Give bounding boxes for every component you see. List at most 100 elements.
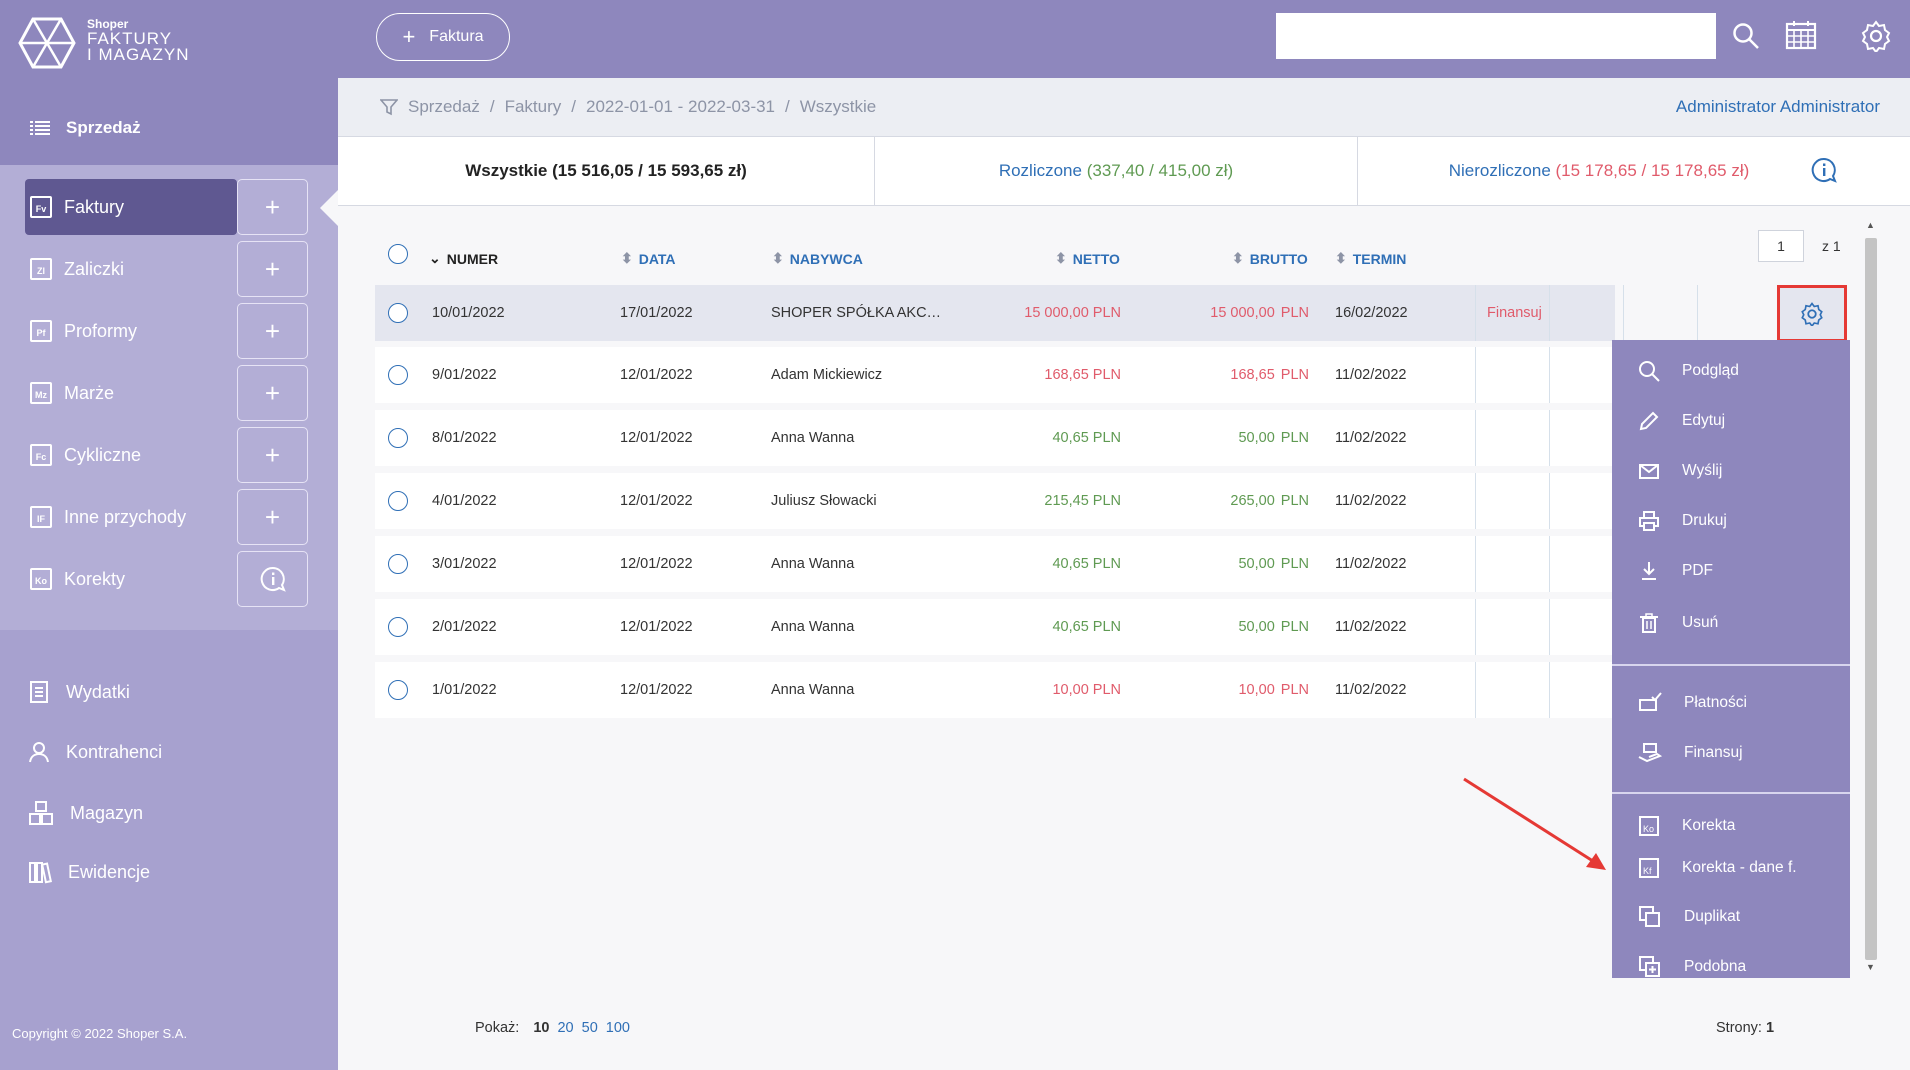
sidebar-item-cykliczne[interactable]: Fc Cykliczne [25,427,237,483]
menu-item-duplikat[interactable]: Duplikat [1638,905,1740,929]
header-brutto[interactable]: ⬍ BRUTTO [1232,250,1308,267]
sidebar-item-faktury[interactable]: Fv Faktury [25,179,237,235]
cell-nabywca: Adam Mickiewicz [771,367,883,383]
trash-icon [1640,613,1658,633]
sidebar-item-inne-przychody[interactable]: IF Inne przychody [25,489,237,545]
row-radio[interactable] [388,599,408,655]
menu-item-wyslij[interactable]: Wyślij [1638,460,1722,482]
header-label: BRUTTO [1249,250,1308,267]
menu-item-korekta-dane[interactable]: Kf Korekta - dane f. [1638,857,1797,879]
header-netto[interactable]: ⬍ NETTO [1055,250,1120,267]
settings-gear-icon[interactable] [1860,20,1892,52]
table-row[interactable]: 1/01/2022 12/01/2022 Anna Wanna 10,00 PLN 10… [375,662,1615,718]
new-invoice-button[interactable]: + Faktura [376,13,510,61]
add-faktura-button[interactable]: + [237,179,308,235]
vertical-scrollbar[interactable]: ▲ ▼ [1862,220,1880,980]
add-inny-przychod-button[interactable]: + [237,489,308,545]
menu-item-platnosci[interactable]: Płatności [1638,692,1747,714]
brutto-amount: 265,00 [1230,493,1275,509]
header-label: NABYWCA [789,250,863,267]
cell-numer[interactable]: 3/01/2022 [432,556,497,572]
margin-icon: Mz [30,382,52,404]
scroll-thumb[interactable] [1865,238,1877,960]
sidebar-item-zaliczki[interactable]: Zl Zaliczki [25,241,237,297]
menu-item-korekta[interactable]: Ko Korekta [1638,815,1735,837]
header-nabywca[interactable]: ⬍ NABYWCA [772,250,863,267]
table-row[interactable]: 4/01/2022 12/01/2022 Juliusz Słowacki 215,4… [375,473,1615,529]
menu-item-usun[interactable]: Usuń [1638,612,1718,634]
cell-action-link[interactable]: Finansuj [1487,305,1542,321]
logo-icon[interactable] [18,14,76,72]
nav-ewidencje[interactable]: Ewidencje [28,860,150,884]
menu-item-pdf[interactable]: PDF [1638,560,1713,582]
page-size-option[interactable]: 10 [533,1020,550,1036]
tab-settled[interactable]: Rozliczone (337,40 / 415,00 zł) [875,137,1357,205]
row-radio[interactable] [388,347,408,403]
cell-numer[interactable]: 2/01/2022 [432,619,497,635]
search-input[interactable] [1276,13,1716,59]
table-row[interactable]: 8/01/2022 12/01/2022 Anna Wanna 40,65 PLN 50… [375,410,1615,466]
filter-icon[interactable] [380,98,398,116]
sidebar-section-sales[interactable]: Sprzedaż [0,90,338,165]
page-size-option[interactable]: 20 [557,1020,574,1036]
cell-nabywca: SHOPER SPÓŁKA AKC… [771,305,942,321]
menu-item-drukuj[interactable]: Drukuj [1638,510,1727,532]
header-data[interactable]: ⬍ DATA [621,250,676,267]
user-name-link[interactable]: Administrator Administrator [1675,97,1880,116]
row-radio[interactable] [388,536,408,592]
money-hand-icon [1638,743,1662,763]
scroll-down-arrow[interactable]: ▼ [1866,962,1875,972]
menu-item-podobna[interactable]: Podobna [1638,955,1746,979]
table-row[interactable]: 9/01/2022 12/01/2022 Adam Mickiewicz 168,65… [375,347,1615,403]
pages-value[interactable]: 1 [1765,1020,1775,1036]
calendar-icon[interactable] [1785,20,1817,50]
proforma-icon: Pf [30,320,52,342]
add-marza-button[interactable]: + [237,365,308,421]
menu-item-podglad[interactable]: Podgląd [1638,360,1739,382]
info-icon[interactable] [1811,157,1837,183]
row-actions-gear-button[interactable] [1777,285,1847,342]
brand-name: FAKTURY I MAGAZYN [87,30,190,63]
cell-numer[interactable]: 8/01/2022 [432,430,497,446]
row-radio[interactable] [388,473,408,529]
menu-item-finansuj[interactable]: Finansuj [1638,742,1743,764]
cell-numer[interactable]: 1/01/2022 [432,682,497,698]
breadcrumb-item[interactable]: Wszystkie [799,97,877,116]
page-size-option[interactable]: 100 [605,1020,630,1036]
tab-all[interactable]: Wszystkie (15 516,05 / 15 593,65 zł) [465,161,747,180]
add-zaliczka-button[interactable]: + [237,241,308,297]
scroll-up-arrow[interactable]: ▲ [1866,220,1875,230]
nav-wydatki[interactable]: Wydatki [28,680,130,704]
cell-numer[interactable]: 4/01/2022 [432,493,497,509]
table-row[interactable]: 3/01/2022 12/01/2022 Anna Wanna 40,65 PLN 50… [375,536,1615,592]
select-all-radio[interactable] [388,244,408,264]
menu-item-edytuj[interactable]: Edytuj [1638,410,1725,432]
sidebar-item-korekty[interactable]: Ko Korekty [25,551,237,607]
sidebar-item-marze[interactable]: Mz Marże [25,365,237,421]
cell-numer[interactable]: 9/01/2022 [432,367,497,383]
table-row[interactable]: 2/01/2022 12/01/2022 Anna Wanna 40,65 PLN 50… [375,599,1615,655]
sort-down-icon: ⌄ [429,250,441,266]
add-proforma-button[interactable]: + [237,303,308,359]
table-row[interactable]: 10/01/2022 17/01/2022 SHOPER SPÓŁKA AKC… 15… [375,285,1698,341]
cell-numer[interactable]: 10/01/2022 [432,305,505,321]
brutto-currency: PLN [1280,493,1309,509]
korekty-info-button[interactable] [237,551,308,607]
cell-termin: 11/02/2022 [1335,493,1407,509]
row-radio[interactable] [388,662,408,718]
header-termin[interactable]: ⬍ TERMIN [1335,250,1406,267]
tab-unsettled[interactable]: Nierozliczone (15 178,65 / 15 178,65 zł) [1358,137,1840,205]
breadcrumb-item[interactable]: Faktury [504,97,562,116]
page-size-option[interactable]: 50 [581,1020,598,1036]
nav-kontrahenci[interactable]: Kontrahenci [28,740,162,764]
add-cykliczna-button[interactable]: + [237,427,308,483]
search-icon[interactable] [1732,22,1760,50]
breadcrumb-item[interactable]: 2022-01-01 - 2022-03-31 [585,97,776,116]
row-radio[interactable] [388,285,408,341]
header-numer[interactable]: ⌄ NUMER [429,250,498,267]
sidebar-item-proformy[interactable]: Pf Proformy [25,303,237,359]
nav-magazyn[interactable]: Magazyn [28,800,143,826]
breadcrumb-item[interactable]: Sprzedaż [408,97,480,116]
row-radio[interactable] [388,410,408,466]
page-input[interactable]: 1 [1758,230,1804,262]
